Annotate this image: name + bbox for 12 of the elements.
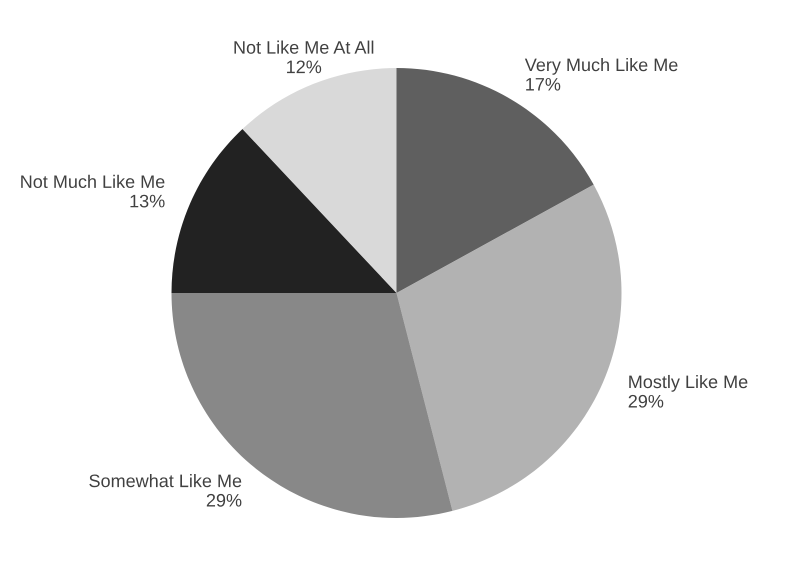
slice-label: Mostly Like Me — [629, 374, 748, 392]
pie-slice — [396, 184, 622, 511]
slice-label: Somewhat Like Me — [89, 474, 242, 488]
data-label: 17% — [526, 78, 560, 91]
data-label: 12% — [287, 60, 322, 74]
data-label: 29% — [628, 394, 664, 408]
slice-label: Not Like Me At All — [234, 40, 374, 54]
data-label: 13% — [130, 194, 165, 208]
slice-label: Very Much Like Me — [524, 58, 678, 75]
data-label: 29% — [206, 494, 242, 507]
pie-slice — [172, 128, 396, 293]
slice-label: Not Much Like Me — [21, 174, 164, 188]
